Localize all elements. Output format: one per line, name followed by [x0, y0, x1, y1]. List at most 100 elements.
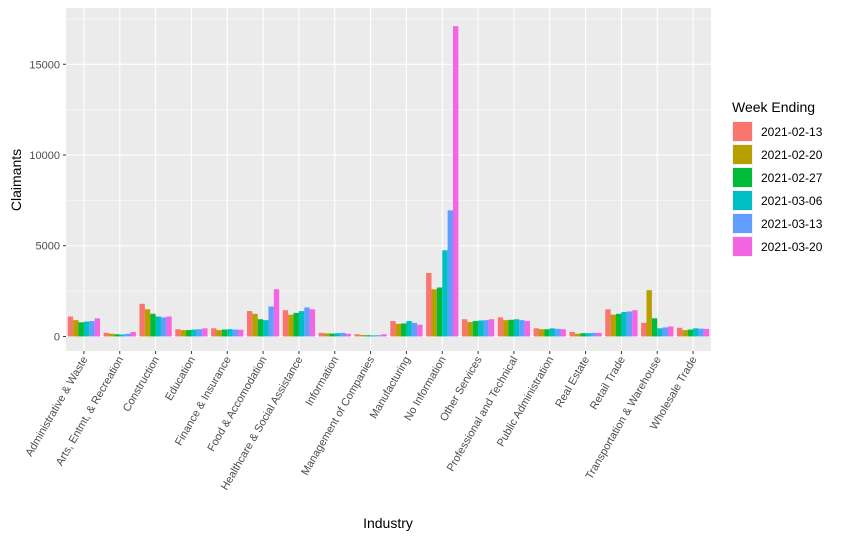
bar: [682, 330, 688, 337]
bar: [447, 210, 453, 337]
bar: [417, 324, 423, 337]
bar: [221, 329, 228, 337]
bar: [641, 322, 647, 337]
legend-swatch: [733, 168, 752, 187]
bar: [324, 333, 330, 337]
bar: [202, 328, 208, 337]
bar: [488, 319, 495, 337]
bar: [555, 328, 561, 337]
bar: [125, 333, 131, 337]
bar: [309, 309, 316, 337]
bar: [626, 311, 633, 337]
y-tick-label: 15000: [29, 59, 60, 71]
bar: [621, 311, 627, 337]
bar: [390, 321, 396, 337]
bar: [585, 333, 591, 337]
bar: [657, 328, 663, 337]
bar: [569, 331, 575, 337]
bar: [114, 334, 120, 337]
legend-title: Week Ending: [732, 99, 815, 115]
x-tick-label: Education: [163, 355, 198, 403]
bar: [160, 317, 167, 337]
bar: [375, 335, 382, 337]
bar: [130, 331, 136, 337]
bar: [703, 328, 710, 337]
bar: [483, 320, 489, 337]
bar: [354, 334, 360, 337]
legend: Week Ending 2021-02-13 2021-02-20 2021-02-…: [732, 99, 823, 257]
x-tick-label: Management of Companies: [299, 354, 377, 477]
bar: [180, 330, 187, 337]
bar: [503, 320, 509, 337]
grid-major: [66, 8, 711, 351]
legend-label: 2021-03-13: [761, 217, 823, 231]
bar: [365, 335, 371, 337]
bar: [662, 327, 668, 337]
legend-swatch: [733, 122, 752, 141]
bar: [605, 309, 611, 337]
bar: [519, 320, 525, 337]
x-tick-label: Real Estate: [553, 355, 592, 410]
bar: [263, 320, 269, 337]
bar: [513, 319, 520, 337]
y-tick-label: 0: [54, 331, 60, 343]
bar: [442, 250, 448, 337]
bar: [94, 318, 101, 337]
y-axis-title: Claimants: [8, 149, 24, 211]
bar: [186, 330, 192, 337]
bar: [395, 323, 402, 337]
bar: [632, 310, 638, 337]
x-tick-label: Arts, Entmt, & Recreation: [54, 355, 126, 468]
bar: [359, 335, 366, 337]
y-tick-label: 5000: [36, 241, 60, 253]
bar: [144, 309, 151, 337]
bar: [508, 319, 514, 337]
bar: [238, 329, 244, 337]
bar: [252, 313, 258, 337]
bar: [345, 333, 351, 337]
bar: [676, 327, 683, 337]
legend-label: 2021-03-06: [761, 194, 823, 208]
bar: [544, 329, 550, 337]
x-tick-label: Retail Trade: [588, 355, 628, 412]
grid-minor: [66, 18, 711, 292]
x-tick-label: Construction: [121, 355, 162, 414]
bar: [196, 329, 203, 337]
bar: [329, 333, 335, 337]
bar: [560, 329, 566, 337]
bar: [687, 329, 694, 337]
bar: [406, 321, 412, 337]
plot-panel: [66, 8, 711, 351]
bar: [610, 314, 617, 337]
bar: [616, 313, 622, 337]
bar: [257, 319, 264, 337]
bar: [461, 319, 468, 337]
bar: [191, 329, 197, 337]
bar: [273, 289, 280, 337]
bar: [411, 322, 418, 337]
bar: [304, 307, 310, 337]
x-tick-label: Professional and Technical: [445, 355, 521, 474]
bar: [334, 333, 341, 337]
bar: [119, 334, 126, 337]
bar: [698, 328, 704, 337]
bar: [293, 312, 299, 337]
y-axis: 0 5000 10000 15000: [29, 59, 66, 343]
bar: [478, 320, 484, 337]
bar: [211, 328, 217, 337]
legend-label: 2021-03-20: [761, 240, 823, 254]
bar: [109, 333, 115, 337]
bar: [590, 332, 597, 337]
bar: [453, 26, 459, 337]
bar: [246, 311, 253, 337]
bar: [282, 310, 289, 337]
bar: [497, 317, 504, 337]
bar: [78, 322, 84, 337]
bar: [175, 329, 181, 337]
bar: [381, 334, 387, 337]
bar: [646, 290, 652, 337]
bar: [288, 314, 294, 337]
x-axis-title: Industry: [363, 515, 413, 531]
